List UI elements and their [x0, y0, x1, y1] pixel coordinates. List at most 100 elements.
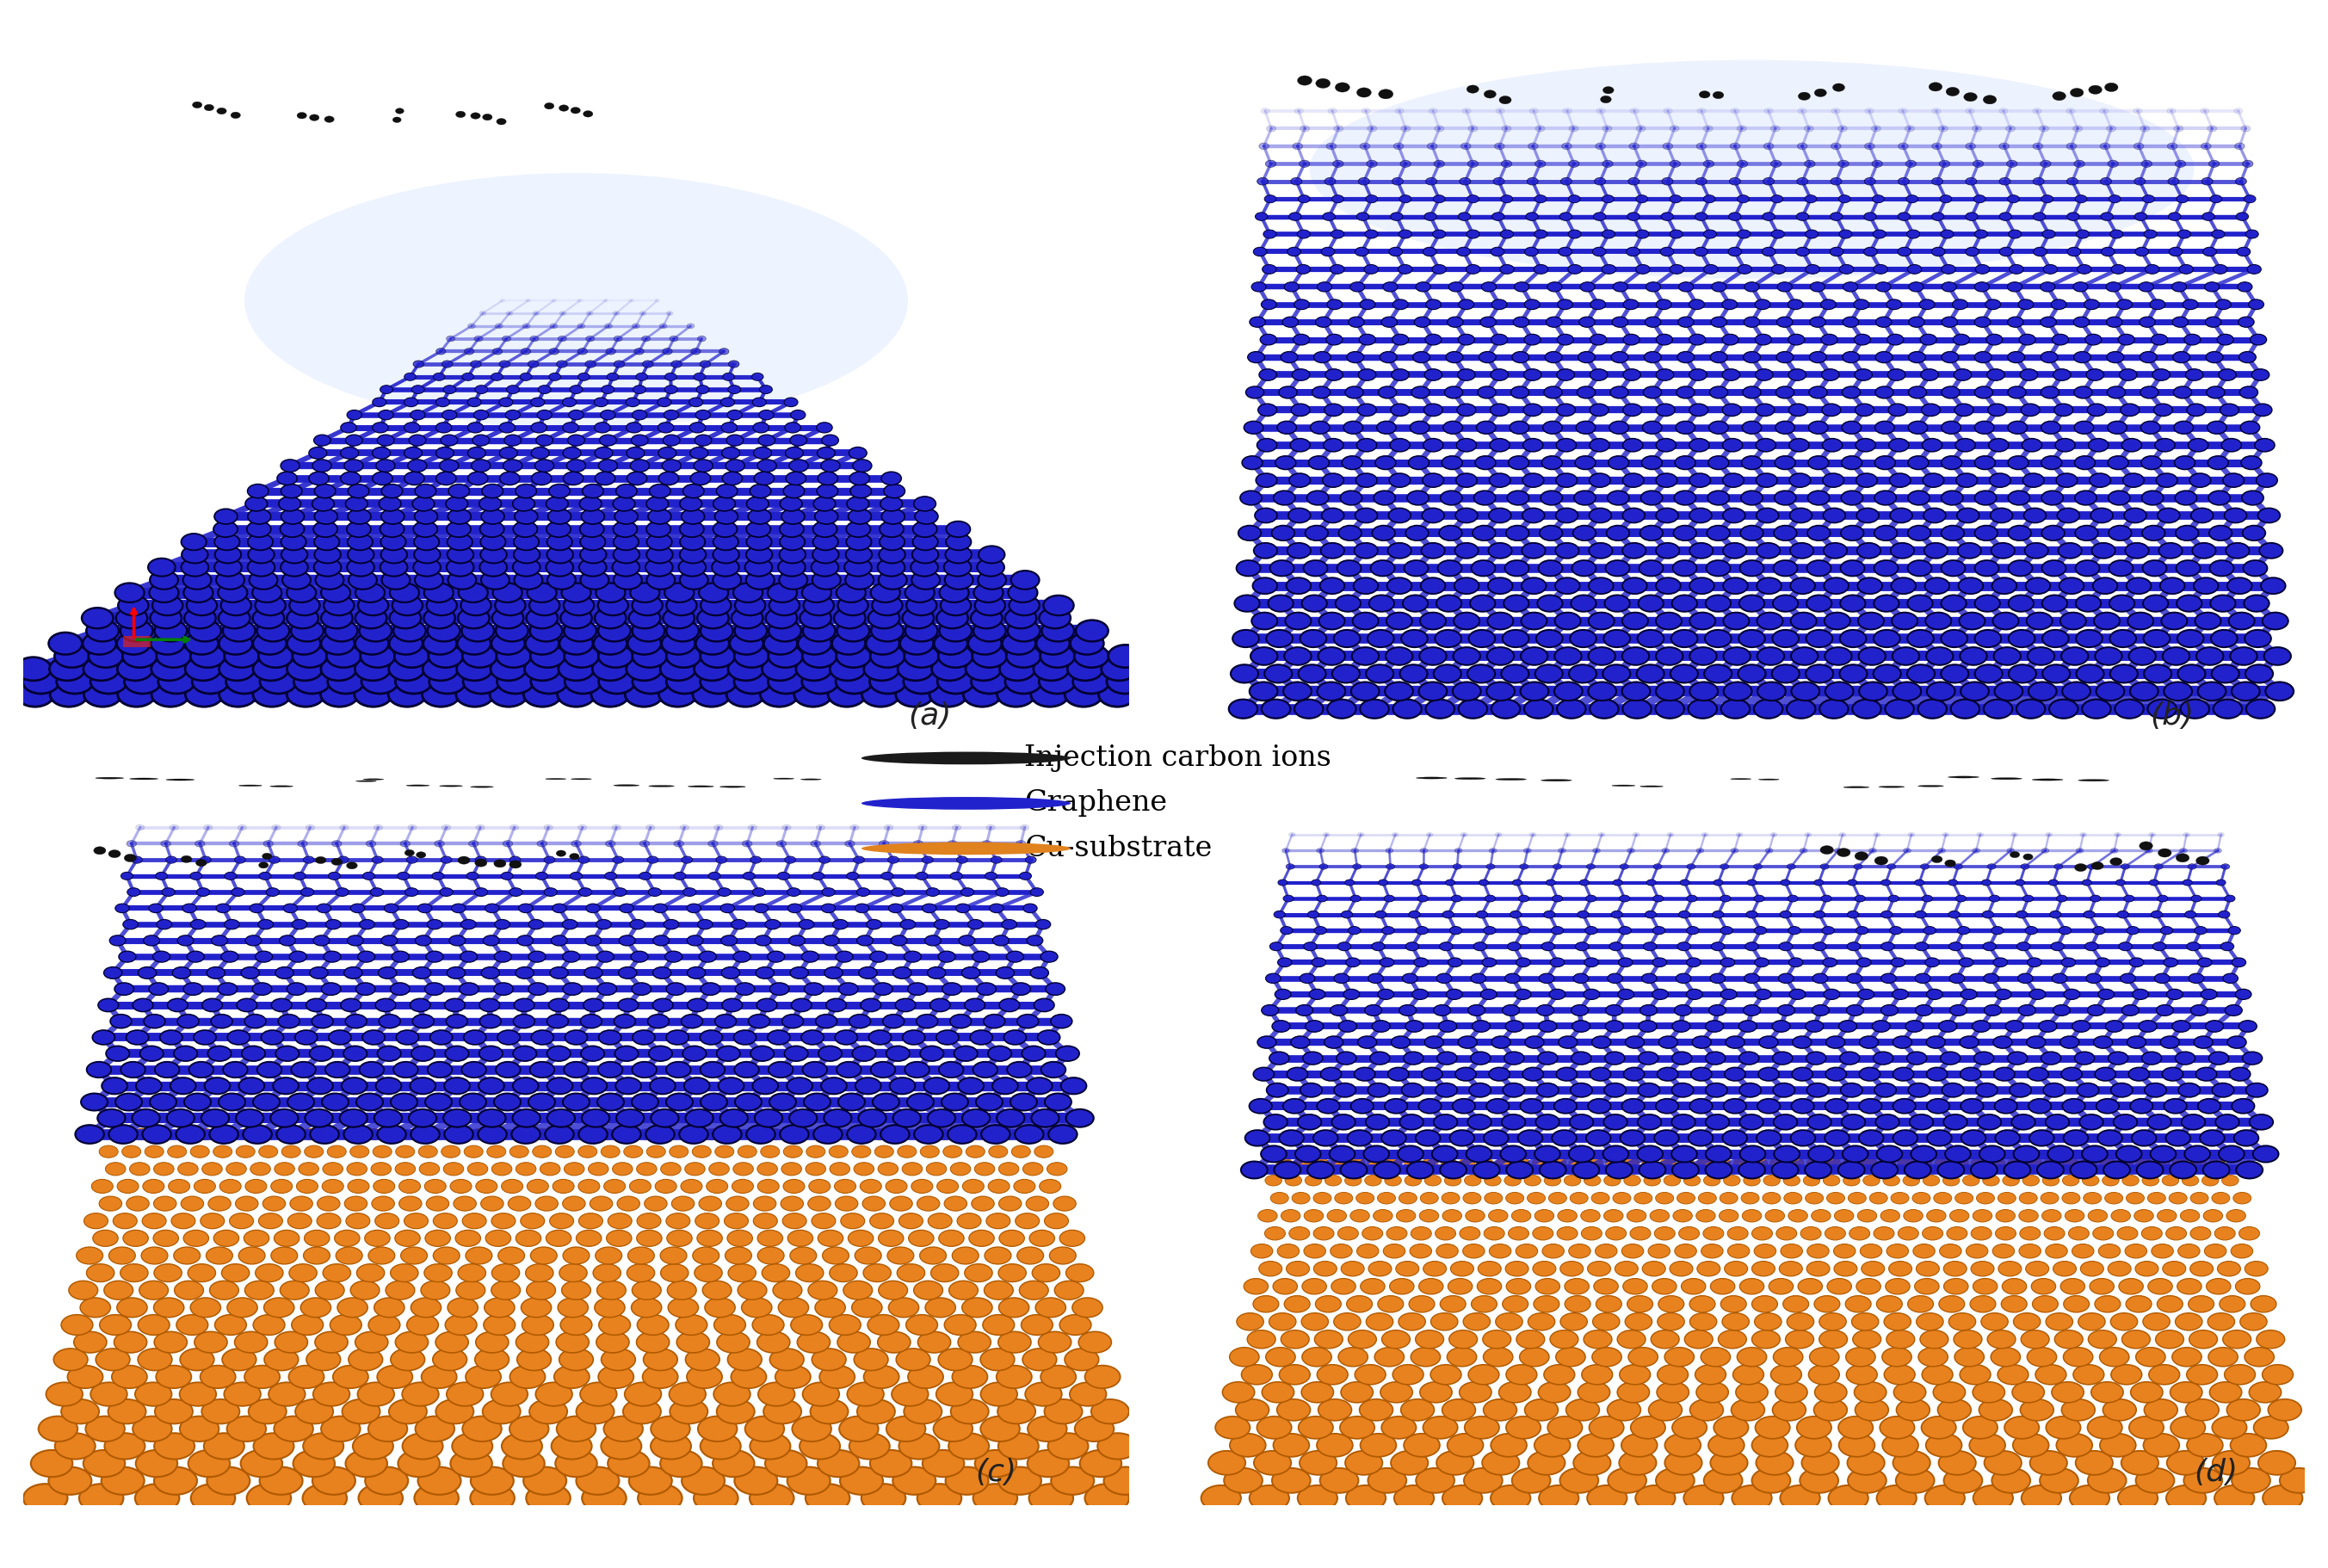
- Circle shape: [1797, 108, 1807, 114]
- Circle shape: [566, 670, 601, 693]
- Circle shape: [1746, 911, 1758, 919]
- Circle shape: [219, 583, 247, 602]
- Circle shape: [498, 422, 514, 433]
- Circle shape: [694, 1264, 722, 1283]
- Circle shape: [263, 1196, 286, 1210]
- Circle shape: [2149, 299, 2165, 309]
- Circle shape: [1634, 1485, 1676, 1512]
- Circle shape: [2105, 83, 2118, 91]
- Circle shape: [624, 682, 663, 707]
- Circle shape: [521, 348, 531, 354]
- Circle shape: [289, 596, 319, 615]
- Circle shape: [1907, 630, 1935, 648]
- Circle shape: [2091, 508, 2114, 522]
- Circle shape: [1374, 1162, 1399, 1179]
- Circle shape: [2084, 1192, 2102, 1204]
- Circle shape: [258, 872, 270, 880]
- Circle shape: [1702, 1243, 1723, 1258]
- Circle shape: [1304, 1243, 1325, 1258]
- Circle shape: [1374, 491, 1394, 505]
- Circle shape: [1953, 334, 1969, 345]
- Circle shape: [421, 1281, 449, 1300]
- Circle shape: [91, 1179, 114, 1193]
- Circle shape: [577, 1179, 601, 1193]
- Circle shape: [782, 1214, 805, 1229]
- Circle shape: [838, 1331, 871, 1353]
- Circle shape: [1855, 368, 1872, 381]
- Circle shape: [785, 422, 801, 433]
- Circle shape: [508, 1196, 531, 1210]
- Circle shape: [799, 1433, 840, 1460]
- Circle shape: [2242, 125, 2251, 132]
- Circle shape: [1585, 895, 1597, 902]
- Circle shape: [1448, 958, 1462, 967]
- Circle shape: [1308, 989, 1325, 999]
- Circle shape: [938, 1229, 964, 1247]
- Circle shape: [1872, 194, 1883, 202]
- Circle shape: [959, 936, 975, 946]
- Circle shape: [1285, 282, 1299, 292]
- Circle shape: [2107, 125, 2116, 132]
- Circle shape: [365, 1468, 407, 1494]
- Circle shape: [49, 1468, 91, 1494]
- Circle shape: [84, 682, 121, 707]
- Circle shape: [2121, 439, 2142, 452]
- Circle shape: [1027, 1450, 1069, 1477]
- Circle shape: [105, 1433, 144, 1460]
- Circle shape: [235, 1109, 263, 1127]
- Circle shape: [468, 840, 480, 847]
- Circle shape: [1737, 833, 1744, 837]
- Circle shape: [747, 825, 757, 831]
- Circle shape: [789, 459, 808, 472]
- Circle shape: [1462, 143, 1471, 149]
- Circle shape: [561, 1281, 591, 1300]
- Circle shape: [414, 485, 435, 499]
- Circle shape: [1492, 1036, 1511, 1049]
- Circle shape: [405, 373, 417, 381]
- Circle shape: [535, 1196, 559, 1210]
- Circle shape: [1685, 958, 1702, 967]
- Circle shape: [498, 1030, 519, 1044]
- Circle shape: [1893, 613, 1918, 629]
- Circle shape: [1520, 864, 1527, 869]
- Circle shape: [119, 682, 156, 707]
- Circle shape: [1518, 895, 1529, 902]
- Circle shape: [2060, 1278, 2086, 1294]
- Circle shape: [1841, 1115, 1865, 1129]
- Circle shape: [2212, 630, 2237, 648]
- Circle shape: [116, 608, 147, 629]
- Circle shape: [712, 533, 738, 550]
- Circle shape: [1639, 596, 1665, 612]
- Circle shape: [2263, 1364, 2293, 1385]
- Circle shape: [375, 1298, 405, 1317]
- Circle shape: [1669, 160, 1681, 168]
- Circle shape: [1441, 1157, 1457, 1168]
- Circle shape: [640, 1129, 656, 1140]
- Circle shape: [838, 1416, 878, 1441]
- Circle shape: [382, 546, 407, 563]
- Circle shape: [265, 1348, 298, 1370]
- Circle shape: [1825, 1131, 1848, 1146]
- Circle shape: [144, 1014, 165, 1029]
- Circle shape: [1872, 1162, 1897, 1179]
- Circle shape: [698, 1416, 738, 1441]
- Circle shape: [1706, 491, 1730, 505]
- Circle shape: [1006, 952, 1024, 963]
- Circle shape: [447, 1014, 468, 1029]
- Circle shape: [1772, 160, 1781, 168]
- Circle shape: [549, 373, 561, 381]
- Circle shape: [1755, 1312, 1781, 1330]
- Circle shape: [480, 999, 501, 1011]
- Circle shape: [2004, 1021, 2023, 1032]
- Circle shape: [1672, 1115, 1695, 1129]
- Circle shape: [191, 872, 203, 880]
- Circle shape: [2142, 1226, 2163, 1240]
- Circle shape: [1690, 577, 1713, 594]
- Circle shape: [1697, 143, 1706, 149]
- Circle shape: [282, 485, 303, 499]
- Circle shape: [2214, 265, 2228, 274]
- Circle shape: [1448, 282, 1464, 292]
- Circle shape: [1360, 143, 1369, 149]
- Circle shape: [1346, 1174, 1362, 1185]
- Circle shape: [652, 999, 673, 1011]
